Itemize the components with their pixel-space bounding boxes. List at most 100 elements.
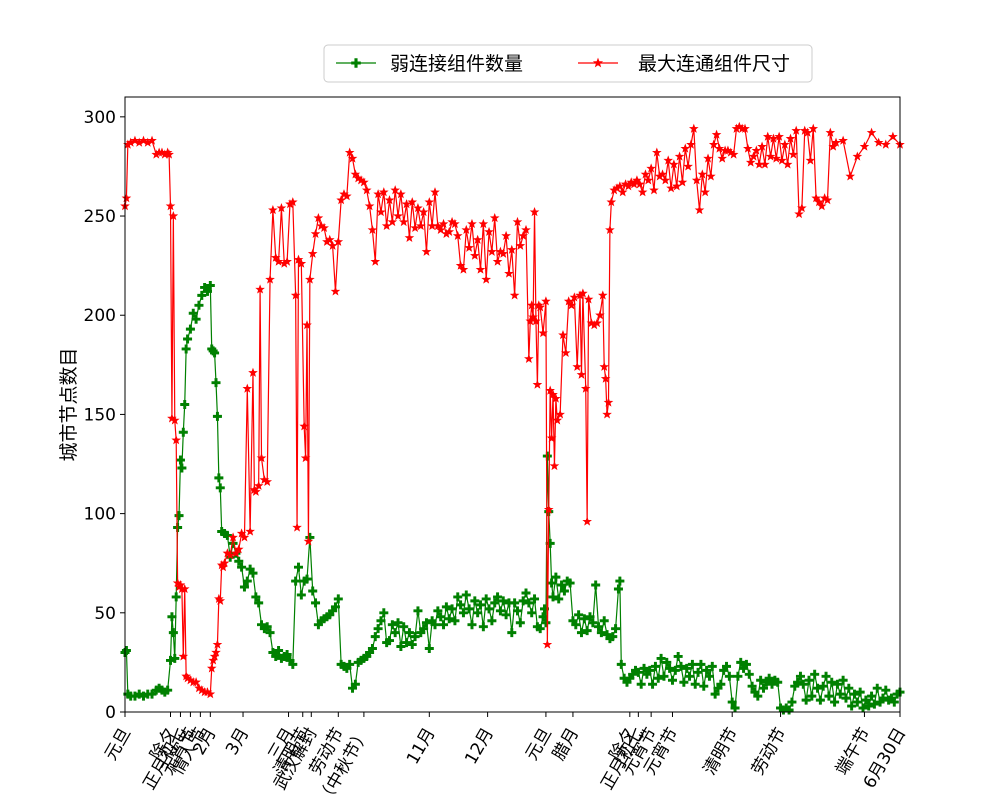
data-point — [760, 159, 770, 169]
data-point — [435, 224, 446, 235]
data-point — [663, 155, 674, 165]
data-point — [708, 139, 719, 149]
data-point — [254, 598, 264, 608]
data-point — [838, 675, 848, 685]
data-point — [219, 558, 230, 568]
data-point — [407, 197, 418, 207]
x-tick-label: 腊月 — [549, 725, 583, 764]
data-point — [733, 671, 743, 681]
series-1 — [120, 280, 905, 715]
data-point — [797, 203, 807, 213]
data-point — [305, 274, 315, 284]
data-point — [180, 400, 190, 409]
data-point — [138, 135, 149, 145]
data-point — [849, 689, 859, 699]
data-point — [761, 677, 771, 687]
data-point — [764, 673, 774, 683]
data-point — [574, 610, 584, 620]
data-point — [390, 185, 400, 195]
data-point — [527, 608, 537, 618]
data-point — [622, 677, 632, 687]
data-point — [569, 292, 580, 302]
data-point — [814, 197, 824, 207]
data-point — [855, 687, 865, 697]
data-point — [292, 522, 302, 532]
data-point — [473, 608, 483, 618]
data-point — [233, 544, 244, 554]
data-point — [350, 679, 360, 689]
data-point — [177, 463, 187, 473]
data-point — [748, 151, 759, 161]
data-point — [171, 592, 181, 602]
y-tick-label: 300 — [84, 108, 116, 128]
data-point — [336, 659, 346, 669]
data-point — [677, 177, 688, 187]
data-point — [716, 679, 726, 689]
data-point — [342, 191, 352, 201]
data-point — [413, 203, 423, 213]
data-point — [566, 300, 577, 310]
data-point — [693, 667, 703, 677]
data-point — [595, 310, 605, 320]
data-point — [780, 139, 790, 149]
data-point — [650, 661, 660, 671]
data-point — [599, 361, 610, 371]
legend-box — [323, 44, 813, 83]
data-point — [656, 653, 666, 663]
data-point — [542, 451, 552, 461]
data-point — [639, 663, 649, 673]
data-point — [524, 598, 534, 608]
data-point — [804, 675, 814, 685]
data-point — [828, 141, 838, 151]
data-point — [237, 562, 247, 572]
data-point — [498, 596, 508, 606]
data-point — [478, 218, 489, 229]
data-point — [345, 659, 355, 669]
data-point — [795, 671, 805, 681]
data-point — [364, 201, 375, 211]
data-point — [521, 224, 531, 235]
data-point — [703, 153, 713, 163]
data-point — [206, 663, 217, 673]
data-point — [342, 663, 352, 673]
data-point — [648, 679, 658, 689]
data-point — [551, 572, 561, 582]
data-point — [390, 628, 400, 638]
data-point — [529, 207, 540, 217]
data-point — [832, 679, 842, 689]
data-point — [852, 151, 863, 161]
data-point — [743, 143, 753, 153]
data-point — [461, 224, 472, 235]
data-point — [387, 216, 398, 227]
data-point — [736, 657, 746, 667]
data-point — [878, 693, 888, 703]
data-point — [532, 379, 543, 389]
data-point — [344, 147, 355, 157]
data-point — [220, 528, 230, 538]
data-point — [757, 141, 767, 151]
data-point — [436, 612, 446, 622]
x-tick-label: 12月 — [461, 725, 498, 768]
data-point — [282, 649, 292, 659]
data-point — [470, 250, 480, 260]
data-point — [265, 628, 275, 638]
data-point — [464, 604, 474, 614]
data-point — [475, 264, 486, 274]
data-point — [215, 595, 226, 605]
data-point — [694, 205, 705, 215]
data-point — [302, 574, 312, 584]
data-point — [381, 220, 392, 231]
data-point — [325, 610, 335, 620]
data-point — [838, 135, 848, 145]
data-point — [339, 661, 349, 671]
data-point — [236, 528, 247, 538]
data-point — [489, 212, 500, 223]
y-axis-label: 城市节点数目 — [58, 347, 80, 461]
data-point — [793, 677, 803, 687]
data-point — [515, 240, 526, 250]
data-point — [433, 220, 443, 231]
data-point — [830, 697, 840, 707]
data-point — [242, 576, 252, 586]
data-point — [481, 274, 492, 284]
data-point — [770, 675, 780, 685]
